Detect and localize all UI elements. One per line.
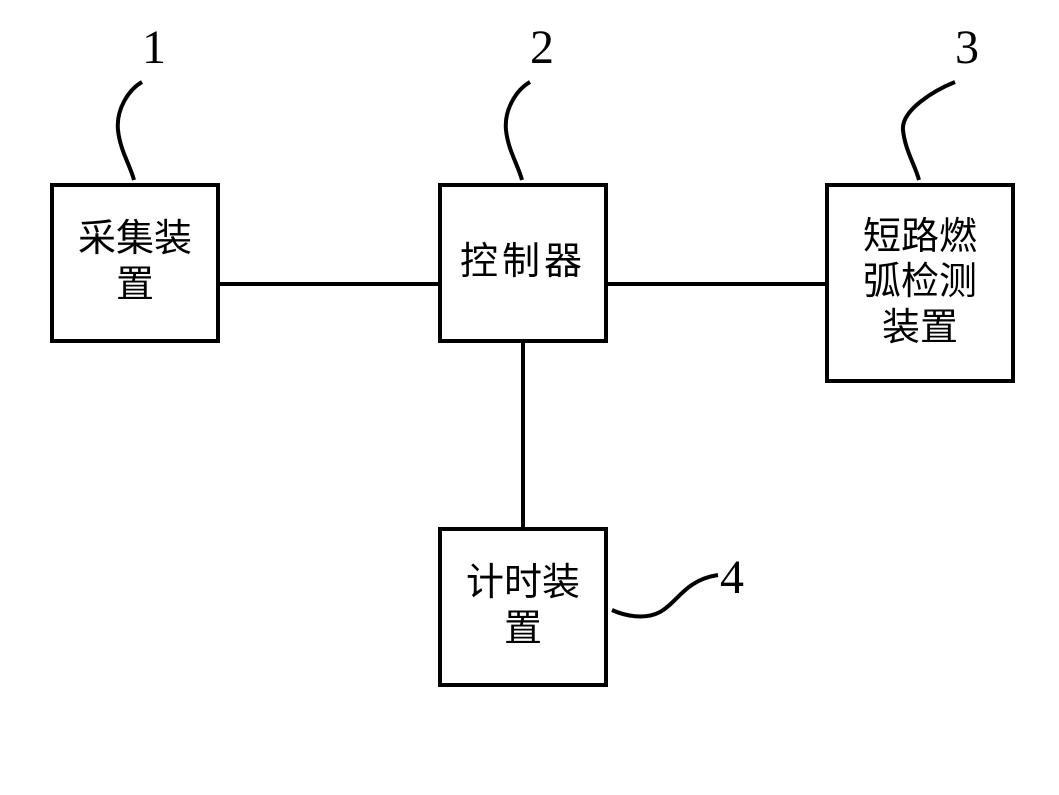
leader-line-4 (0, 0, 1059, 795)
leader-path-4 (612, 575, 718, 616)
